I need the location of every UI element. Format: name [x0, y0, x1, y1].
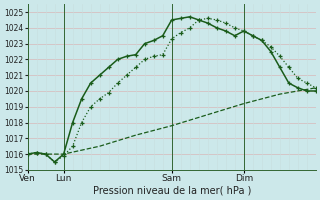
X-axis label: Pression niveau de la mer( hPa ): Pression niveau de la mer( hPa ) — [92, 186, 251, 196]
